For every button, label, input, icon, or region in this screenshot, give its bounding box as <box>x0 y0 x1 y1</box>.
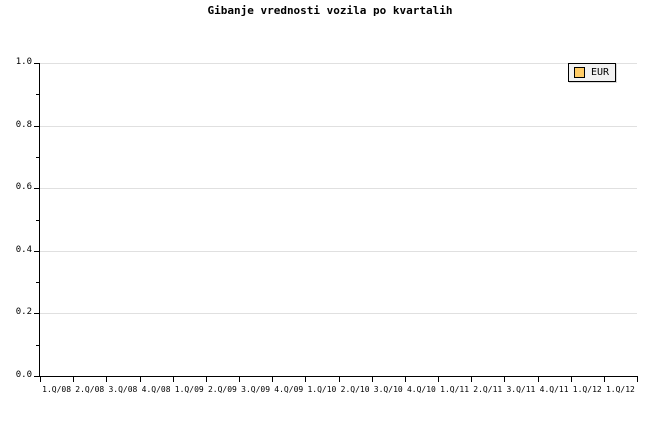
x-axis-tick <box>106 377 107 382</box>
x-axis-tick <box>339 377 340 382</box>
x-axis-tick-label: 3.Q/10 <box>373 385 403 394</box>
x-axis-tick-label: 1.Q/09 <box>174 385 204 394</box>
plot-area <box>40 63 637 377</box>
x-axis-tick-label: 4.Q/08 <box>141 385 171 394</box>
x-axis-tick <box>471 377 472 382</box>
x-axis-tick <box>140 377 141 382</box>
y-axis-tick-major <box>34 188 39 190</box>
y-axis-tick-minor <box>36 156 39 158</box>
y-axis-tick-major <box>34 313 39 315</box>
legend-swatch-eur <box>574 67 585 78</box>
y-axis-tick-major <box>34 250 39 252</box>
y-axis-tick-label: 0.8 <box>15 119 32 130</box>
y-axis-tick-minor <box>36 94 39 96</box>
y-axis-tick-minor <box>36 282 39 284</box>
x-axis-tick <box>504 377 505 382</box>
x-axis-tick <box>571 377 572 382</box>
x-axis-tick <box>305 377 306 382</box>
gridline <box>40 63 637 64</box>
x-axis-tick-label: 4.Q/09 <box>274 385 304 394</box>
x-axis-tick-label: 1.Q/08 <box>42 385 72 394</box>
x-axis-tick <box>604 377 605 382</box>
x-axis-tick <box>173 377 174 382</box>
y-axis-tick-minor <box>36 344 39 346</box>
x-axis-tick-label: 2.Q/10 <box>340 385 370 394</box>
y-axis-spine <box>39 63 40 377</box>
x-axis-tick <box>538 377 539 382</box>
x-axis-tick-label: 1.Q/11 <box>440 385 470 394</box>
plot-background <box>40 63 637 376</box>
x-axis-tick <box>637 377 638 382</box>
x-axis-spine <box>39 376 638 377</box>
x-axis-tick <box>40 377 41 382</box>
x-axis-tick <box>405 377 406 382</box>
y-axis-tick-label: 0.6 <box>15 182 32 193</box>
legend-label-eur: EUR <box>591 67 610 78</box>
y-axis-labels: 0.0 0.2 0.4 0.6 0.8 1.0 <box>0 0 32 440</box>
x-axis-tick <box>206 377 207 382</box>
x-axis-tick <box>438 377 439 382</box>
x-axis-tick <box>73 377 74 382</box>
x-axis-tick-label: 1.Q/12 <box>572 385 602 394</box>
x-axis-tick-label: 3.Q/09 <box>241 385 271 394</box>
y-axis-tick-label: 0.4 <box>15 244 32 255</box>
gridline <box>40 313 637 315</box>
x-axis-tick-label: 2.Q/09 <box>207 385 237 394</box>
gridline <box>40 125 637 127</box>
gridline <box>40 188 637 190</box>
gridline <box>40 250 637 252</box>
x-axis-tick-label: 1.Q/12 <box>605 385 635 394</box>
y-axis-tick-minor <box>36 219 39 221</box>
chart-title: Gibanje vrednosti vozila po kvartalih <box>207 4 453 17</box>
y-axis-tick-major <box>34 125 39 127</box>
x-axis-tick-label: 2.Q/11 <box>473 385 503 394</box>
x-axis-tick <box>272 377 273 382</box>
x-axis-tick-label: 1.Q/10 <box>307 385 337 394</box>
y-axis-tick-label: 0.2 <box>15 307 32 318</box>
y-axis-tick-major <box>34 376 39 377</box>
y-axis-tick-label: 0.0 <box>15 370 32 380</box>
x-axis-tick-label: 3.Q/08 <box>108 385 138 394</box>
x-axis-tick <box>239 377 240 382</box>
y-axis-tick-major <box>34 63 39 64</box>
x-axis-tick-label: 4.Q/11 <box>539 385 569 394</box>
x-axis-tick <box>372 377 373 382</box>
chart-legend[interactable]: EUR <box>568 63 617 82</box>
y-axis-tick-label: 1.0 <box>15 57 32 67</box>
x-axis-tick-label: 4.Q/10 <box>406 385 436 394</box>
x-axis-tick-label: 3.Q/11 <box>506 385 536 394</box>
x-axis-tick-label: 2.Q/08 <box>75 385 105 394</box>
